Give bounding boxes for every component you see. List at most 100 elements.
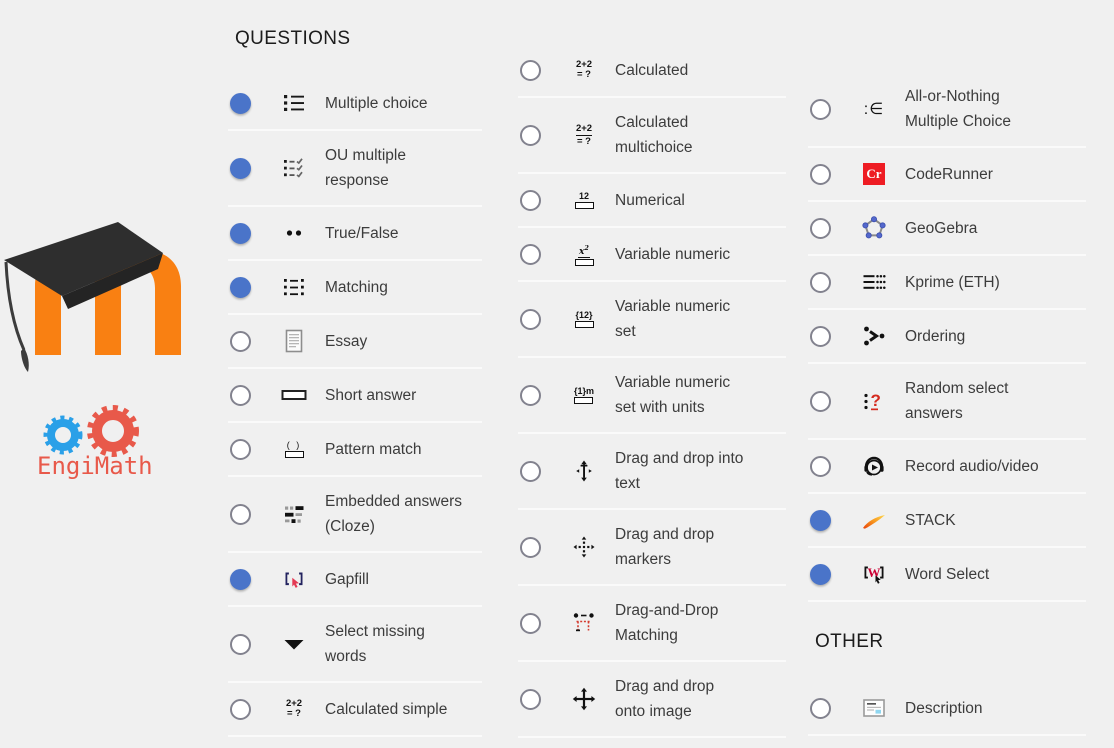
radio-calculated-simple[interactable] bbox=[230, 698, 251, 720]
question-type-row-word-select[interactable]: W Word Select bbox=[808, 548, 1086, 602]
ou-multiple-response-icon bbox=[277, 156, 311, 180]
question-type-row-select-missing-words[interactable]: Select missing words bbox=[228, 607, 482, 683]
radio-geogebra[interactable] bbox=[810, 217, 831, 239]
engimath-text: EngiMath bbox=[37, 452, 153, 480]
radio-dnd-markers[interactable] bbox=[520, 536, 541, 558]
question-type-row-calculated-multichoice[interactable]: 2+2 = ? Calculated multichoice bbox=[518, 98, 786, 174]
question-type-label: GeoGebra bbox=[905, 219, 978, 237]
question-type-label: Random select answers bbox=[905, 380, 1009, 422]
radio-description[interactable] bbox=[810, 697, 831, 719]
question-type-row-random-select[interactable]: ? Random select answers bbox=[808, 364, 1086, 440]
question-type-row-dnd-into-text[interactable]: Drag and drop into text bbox=[518, 434, 786, 510]
question-type-label: Variable numeric bbox=[615, 245, 731, 263]
radio-stack-selected[interactable] bbox=[810, 509, 831, 531]
question-type-label: STACK bbox=[905, 511, 956, 529]
question-type-row-calculated[interactable]: 2+2 = ? Calculated bbox=[518, 44, 786, 98]
description-icon bbox=[857, 696, 891, 720]
question-type-label: CodeRunner bbox=[905, 165, 993, 183]
radio-dnd-into-text[interactable] bbox=[520, 460, 541, 482]
section-header-other: OTHER bbox=[815, 631, 884, 652]
question-type-row-stack[interactable]: STACK bbox=[808, 494, 1086, 548]
question-type-row-all-or-nothing-mc[interactable]: :∈ All-or-Nothing Multiple Choice bbox=[808, 72, 1086, 148]
question-type-row-pattern-match[interactable]: ( ) Pattern match bbox=[228, 423, 482, 477]
all-or-nothing-mc-icon: :∈ bbox=[863, 101, 885, 118]
record-av-icon bbox=[857, 453, 891, 479]
question-type-row-variable-numeric-set-units[interactable]: {1}m Variable numeric set with units bbox=[518, 358, 786, 434]
question-type-label: Calculated multichoice bbox=[615, 114, 693, 156]
question-type-label: Multiple choice bbox=[325, 94, 428, 112]
radio-short-answer[interactable] bbox=[230, 384, 251, 406]
radio-cloze[interactable] bbox=[230, 503, 251, 525]
radio-matching-selected[interactable] bbox=[230, 276, 251, 298]
multiple-choice-icon bbox=[277, 91, 311, 115]
true-false-icon bbox=[277, 221, 311, 245]
ordering-icon bbox=[857, 324, 891, 348]
question-type-label: Pattern match bbox=[325, 440, 422, 458]
calculated-multichoice-icon: 2+2 = ? bbox=[575, 122, 593, 147]
radio-variable-numeric-set-units[interactable] bbox=[520, 384, 541, 406]
question-type-row-short-answer[interactable]: Short answer bbox=[228, 369, 482, 423]
question-type-label: Variable numeric set bbox=[615, 298, 731, 340]
word-select-icon: W bbox=[857, 562, 891, 586]
numerical-icon: 12 bbox=[567, 191, 601, 209]
variable-numeric-set-icon: {12} bbox=[567, 310, 601, 328]
radio-ordering[interactable] bbox=[810, 325, 831, 347]
radio-calculated[interactable] bbox=[520, 59, 541, 81]
radio-numerical[interactable] bbox=[520, 189, 541, 211]
question-type-row-cloze[interactable]: Embedded answers (Cloze) bbox=[228, 477, 482, 553]
question-type-row-record-av[interactable]: Record audio/video bbox=[808, 440, 1086, 494]
question-type-row-ou-multiple-response[interactable]: OU multiple response bbox=[228, 131, 482, 207]
question-type-row-description[interactable]: Description bbox=[808, 682, 1086, 736]
radio-kprime[interactable] bbox=[810, 271, 831, 293]
question-type-row-dnd-matching[interactable]: Drag-and-Drop Matching bbox=[518, 586, 786, 662]
question-type-label: Drag-and-Drop Matching bbox=[615, 602, 719, 644]
radio-all-or-nothing-mc[interactable] bbox=[810, 98, 831, 120]
pattern-match-icon: ( ) bbox=[277, 440, 311, 458]
radio-true-false-selected[interactable] bbox=[230, 222, 251, 244]
radio-ou-multiple-response-selected[interactable] bbox=[230, 157, 251, 179]
question-type-row-kprime[interactable]: Kprime (ETH) bbox=[808, 256, 1086, 310]
question-type-row-gapfill[interactable]: Gapfill bbox=[228, 553, 482, 607]
question-type-row-variable-numeric-set[interactable]: {12} Variable numeric set bbox=[518, 282, 786, 358]
question-type-row-dnd-markers[interactable]: Drag and drop markers bbox=[518, 510, 786, 586]
radio-variable-numeric[interactable] bbox=[520, 243, 541, 265]
svg-text:W: W bbox=[868, 565, 881, 580]
radio-dnd-matching[interactable] bbox=[520, 612, 541, 634]
dnd-matching-icon bbox=[567, 611, 601, 635]
question-type-row-essay[interactable]: Essay bbox=[228, 315, 482, 369]
question-type-label: Essay bbox=[325, 332, 368, 350]
radio-word-select-selected[interactable] bbox=[810, 563, 831, 585]
question-type-row-variable-numeric[interactable]: x2 Variable numeric bbox=[518, 228, 786, 282]
dnd-onto-image-icon bbox=[567, 687, 601, 711]
question-type-row-true-false[interactable]: True/False bbox=[228, 207, 482, 261]
question-type-row-calculated-simple[interactable]: 2+2 = ? Calculated simple bbox=[228, 683, 482, 737]
radio-essay[interactable] bbox=[230, 330, 251, 352]
radio-multiple-choice-selected[interactable] bbox=[230, 92, 251, 114]
question-type-row-numerical[interactable]: 12 Numerical bbox=[518, 174, 786, 228]
question-type-label: Description bbox=[905, 699, 983, 717]
radio-calculated-multichoice[interactable] bbox=[520, 124, 541, 146]
radio-coderunner[interactable] bbox=[810, 163, 831, 185]
question-type-row-coderunner[interactable]: Cr CodeRunner bbox=[808, 148, 1086, 202]
engimath-red-gear-icon bbox=[87, 405, 139, 457]
radio-dnd-onto-image[interactable] bbox=[520, 688, 541, 710]
question-type-row-ordering[interactable]: Ordering bbox=[808, 310, 1086, 364]
questions-column-2: 2+2 = ? Calculated 2+2 = ? Calculated multich… bbox=[518, 44, 786, 738]
question-type-row-geogebra[interactable]: GeoGebra bbox=[808, 202, 1086, 256]
questions-column-1: QUESTIONS Multiple choice OU multiple resp… bbox=[228, 24, 482, 737]
radio-pattern-match[interactable] bbox=[230, 438, 251, 460]
question-type-row-matching[interactable]: Matching bbox=[228, 261, 482, 315]
question-type-label: Select missing words bbox=[325, 623, 425, 665]
radio-variable-numeric-set[interactable] bbox=[520, 308, 541, 330]
radio-select-missing-words[interactable] bbox=[230, 633, 251, 655]
question-type-row-dnd-onto-image[interactable]: Drag and drop onto image bbox=[518, 662, 786, 738]
question-type-label: Calculated simple bbox=[325, 700, 448, 718]
stack-icon bbox=[857, 507, 891, 533]
radio-gapfill-selected[interactable] bbox=[230, 568, 251, 590]
matching-icon bbox=[277, 275, 311, 299]
question-type-row-multiple-choice[interactable]: Multiple choice bbox=[228, 77, 482, 131]
radio-random-select[interactable] bbox=[810, 390, 831, 412]
radio-record-av[interactable] bbox=[810, 455, 831, 477]
moodle-m-icon bbox=[4, 222, 181, 372]
